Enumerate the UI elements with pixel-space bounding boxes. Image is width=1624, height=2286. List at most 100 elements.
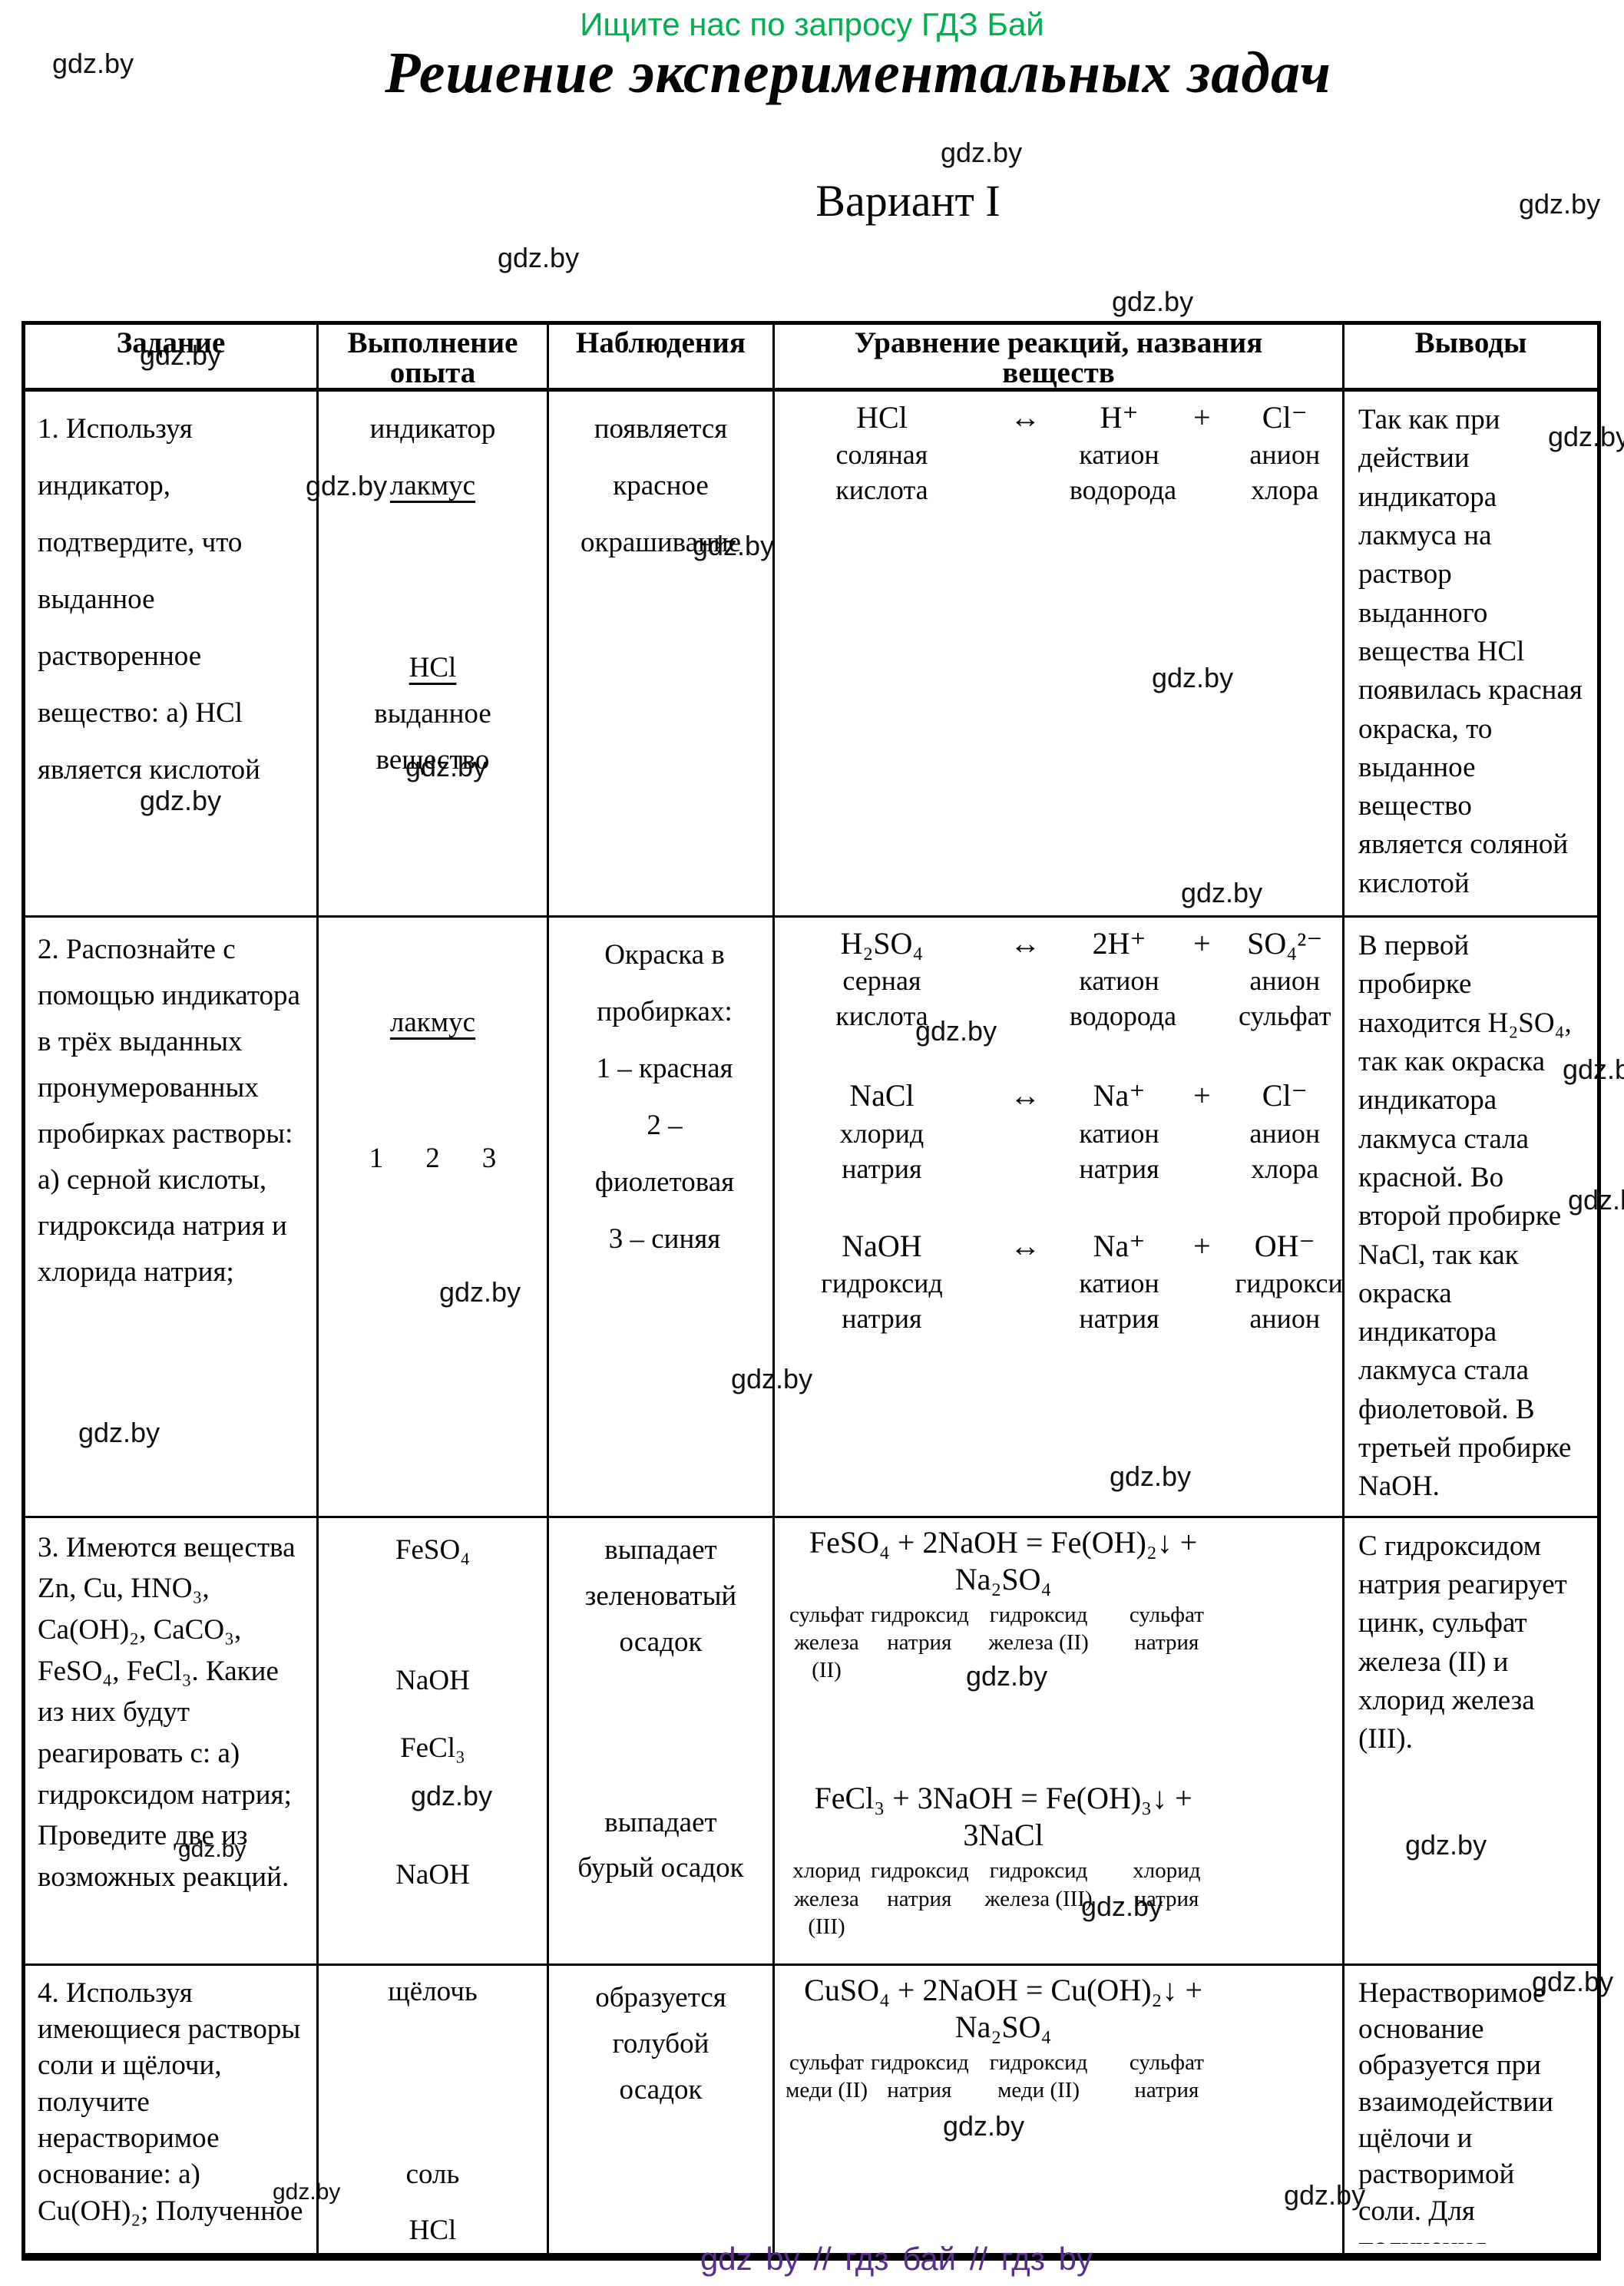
task-text: 4. Используя имеющиеся растворы соли и щ… [38, 1977, 303, 2227]
reagent: выданное [374, 697, 491, 729]
task-text: 1. Используя индикатор, подтвердите, что… [38, 413, 260, 786]
observation-line: бурый осадок [577, 1852, 744, 1884]
reagent: вещество [375, 743, 490, 776]
header-row: Задание Выполнение опыта Наблюдения Урав… [22, 322, 1600, 392]
equation-label: гидроксид железа (II) [988, 1602, 1089, 1655]
equation-label: водорода [1069, 1001, 1177, 1032]
observation-line: образуется [595, 1981, 726, 2013]
observation-line: зеленоватый [584, 1580, 737, 1612]
equation-text: FeSO₄ + 2NaOH = Fe(OH)₂↓ + Na₂SO₄ [809, 1524, 1198, 1596]
tube-number: 1 [369, 1142, 384, 1174]
reagent: HCl [408, 2214, 457, 2244]
cell-r3-conclusion: С гидроксидом натрия реагирует цинк, сул… [1342, 1515, 1600, 1966]
dissociation-equation: NaOH ↔ Na⁺ + OH⁻ гидроксид катион гидрок… [782, 1226, 1343, 1336]
footer-links: gdz by // гдз бай // гдз by [700, 2241, 1093, 2277]
equation-labels: хлорид железа (III) гидроксид натрия гидро… [782, 1857, 1224, 1940]
cation: 2H⁺ [1092, 926, 1146, 961]
formula: H₂SO₄ [840, 926, 924, 961]
observation-line: голубой [612, 2027, 709, 2059]
equation-label: гидроксид [821, 1267, 943, 1298]
cell-r3-equations: FeSO₄ + 2NaOH = Fe(OH)₂↓ + Na₂SO₄ сульфа… [772, 1515, 1345, 1966]
column-header-equations: Уравнение реакций, названия веществ [772, 322, 1345, 392]
dissociation-equation: HCl ↔ H⁺ + Cl⁻ соляная катион анион кисл… [782, 398, 1335, 508]
observation-line: осадок [619, 2073, 703, 2106]
cell-r1-equations: HCl ↔ H⁺ + Cl⁻ соляная катион анион кисл… [772, 389, 1345, 918]
equation-label: хлорид [839, 1117, 924, 1149]
cell-r4-execution: щёлочь соль HCl [316, 1963, 549, 2258]
column-header-conclusions: Выводы [1342, 322, 1600, 392]
cell-r2-equations: H₂SO₄ ↔ 2H⁺ + SO₄²⁻ серная катион анион … [772, 915, 1345, 1518]
cell-r3-observations: выпадает зеленоватый осадок выпадает бур… [547, 1515, 775, 1966]
watermark: gdz.by [52, 48, 134, 79]
reagent: индикатор [369, 413, 496, 445]
column-header-observations: Наблюдения [547, 322, 775, 392]
equation-label: серная [842, 965, 921, 997]
dissociation-equation: H₂SO₄ ↔ 2H⁺ + SO₄²⁻ серная катион анион … [782, 924, 1335, 1034]
reagent: лакмус [389, 470, 476, 501]
equation-label: натрия [842, 1153, 922, 1184]
cell-r4-task: 4. Используя имеющиеся растворы соли и щ… [22, 1963, 319, 2258]
equation-label: сульфат [1239, 1001, 1331, 1032]
equation-label: анион [1249, 439, 1321, 471]
table-row-task3: 3. Имеются вещества Zn, Cu, HNO₃, Ca(OH)… [22, 1515, 1600, 1966]
conclusion-text: В первой пробирке находится H₂SO₄, так к… [1358, 930, 1572, 1503]
anion: OH⁻ [1254, 1228, 1315, 1263]
reagent: FeCl₃ [400, 1732, 465, 1764]
equation-label: натрия [1079, 1302, 1159, 1334]
equation-text: CuSO₄ + 2NaOH = Cu(OH)₂↓ + Na₂SO₄ [804, 1972, 1203, 2044]
equilibrium-arrow: ↔ [1010, 400, 1041, 435]
observation-line: выпадает [604, 1806, 717, 1838]
equation-label: гидроксид [1235, 1267, 1343, 1298]
molecular-equation: FeSO₄ + 2NaOH = Fe(OH)₂↓ + Na₂SO₄ сульфа… [782, 1524, 1224, 1685]
variant-title: Вариант I [815, 176, 1001, 226]
equation-text: FeCl₃ + 3NaOH = Fe(OH)₃↓ + 3NaCl [814, 1781, 1192, 1853]
cell-r4-equations: CuSO₄ + 2NaOH = Cu(OH)₂↓ + Na₂SO₄ сульфа… [772, 1963, 1345, 2258]
equation-label: гидроксид натрия [871, 2049, 969, 2102]
equation-label: катион [1079, 965, 1159, 997]
column-header-execution: Выполнение опыта [316, 322, 549, 392]
observation-line: появляется [594, 413, 728, 445]
table-row-task2: 2. Распознайте с помощью индикатора в тр… [22, 915, 1600, 1518]
formula: HCl [856, 400, 908, 435]
reagent: FeSO₄ [395, 1533, 471, 1566]
equation-label: хлора [1251, 475, 1319, 506]
reagent: щёлочь [388, 1975, 478, 2007]
observation-line: красное [613, 470, 709, 501]
reagent: лакмус [389, 1007, 476, 1038]
reagent: соль [405, 2158, 460, 2190]
cell-r2-execution: лакмус 1 2 3 [316, 915, 549, 1518]
tube-number: 2 [425, 1142, 440, 1174]
cell-r1-task: 1. Используя индикатор, подтвердите, что… [22, 389, 319, 918]
equation-label: натрия [842, 1302, 922, 1334]
observation-line: 3 – синяя [608, 1223, 721, 1255]
equation-label: соляная [835, 439, 928, 471]
cell-r2-conclusion: В первой пробирке находится H₂SO₄, так к… [1342, 915, 1600, 1518]
equilibrium-arrow: ↔ [1010, 1078, 1041, 1113]
watermark: gdz.by [1519, 188, 1601, 220]
promo-banner: Ищите нас по запросу ГДЗ Бай [580, 6, 1044, 42]
equation-label: катион [1079, 439, 1159, 471]
watermark: gdz.by [941, 137, 1023, 168]
formula: NaOH [842, 1228, 922, 1263]
equation-label: натрия [1079, 1153, 1159, 1184]
cation: Na⁺ [1093, 1078, 1146, 1113]
observation-line: Окраска в [604, 939, 725, 971]
observation-line: выпадает [604, 1533, 717, 1566]
observation-line: пробирках: [597, 996, 733, 1027]
equation-label: хлорид натрия [1133, 1858, 1201, 1911]
cell-r4-conclusion: Нерастворимое основание образуется при в… [1342, 1963, 1600, 2258]
watermark: gdz.by [498, 242, 580, 273]
equation-label: гидроксид натрия [871, 1602, 969, 1655]
column-header-task: Задание [22, 322, 319, 392]
task-text: 2. Распознайте с помощью индикатора в тр… [38, 934, 300, 1288]
cell-r1-execution: индикатор лакмус HCl выданное вещество [316, 389, 549, 918]
cell-r4-observations: образуется голубой осадок [547, 1963, 775, 2258]
task-text: 3. Имеются вещества Zn, Cu, HNO₃, Ca(OH)… [38, 1531, 296, 1893]
equation-label: катион [1079, 1117, 1159, 1149]
equation-label: сульфат меди (II) [786, 2049, 868, 2102]
cell-r3-task: 3. Имеются вещества Zn, Cu, HNO₃, Ca(OH)… [22, 1515, 319, 1966]
tube-number: 3 [481, 1142, 497, 1174]
cell-r2-task: 2. Распознайте с помощью индикатора в тр… [22, 915, 319, 1518]
watermark: gdz.by [1112, 286, 1194, 317]
equation-label: сульфат железа (II) [789, 1602, 865, 1683]
